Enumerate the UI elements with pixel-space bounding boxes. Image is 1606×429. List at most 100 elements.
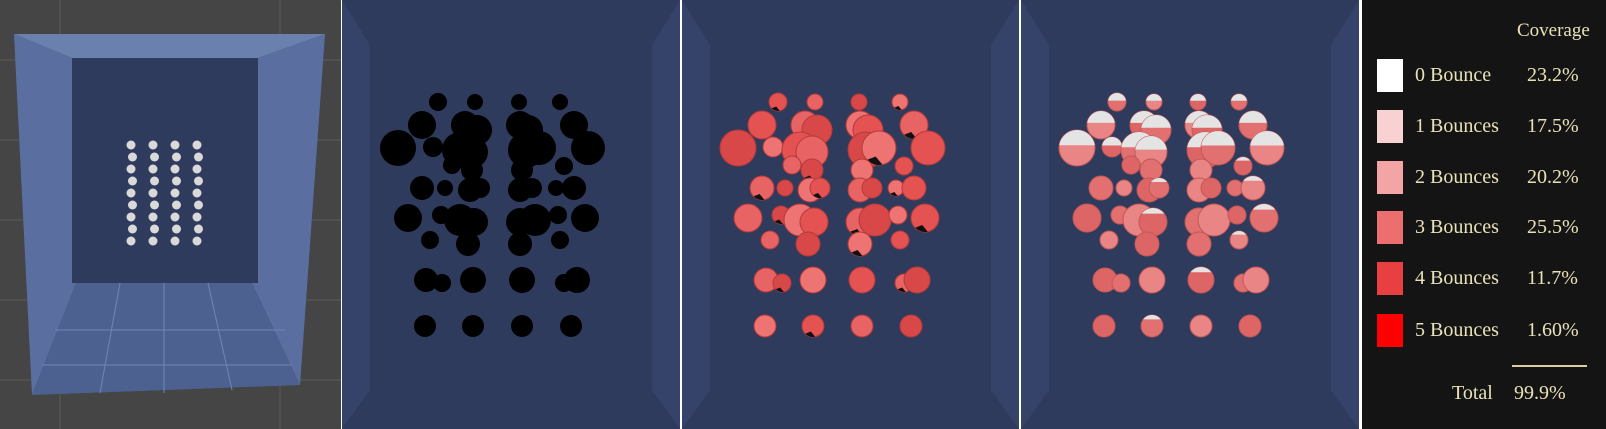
overview-sphere [172,176,181,186]
unlit-render [342,0,680,429]
sphere [511,159,533,181]
sphere-cap [1108,93,1126,101]
overview-sphere [194,200,203,210]
sphere [753,314,777,338]
overview-sphere [128,152,137,162]
bounce-render-2 [1021,0,1359,429]
sphere [551,231,569,249]
sphere [1249,203,1279,233]
sphere-cap [1231,231,1247,235]
sphere-shadow [771,106,780,111]
overview-sphere [172,152,181,162]
total-value: 99.9% [1514,382,1566,404]
sphere [861,177,883,199]
sphere [890,230,910,250]
overview-sphere [170,236,180,246]
sphere [509,267,535,293]
sphere-cap [1192,114,1222,128]
scene-overview-render [0,0,341,429]
sphere [1088,175,1114,201]
sphere [888,205,908,225]
sphere [560,111,588,139]
sphere [443,156,461,174]
sphere-cap [1059,130,1095,146]
sphere [903,266,931,294]
legend-row-3-bounces: 3 Bounces 25.5% [1377,208,1602,248]
sphere [1197,203,1231,237]
sphere-cap [1243,176,1263,181]
sphere-shadow [774,219,783,224]
sphere [850,314,874,338]
sphere [410,176,434,200]
legend-row-5-bounces: 5 Bounces 1.60% [1377,311,1602,351]
sphere [1099,230,1119,250]
sphere [1121,155,1141,175]
sphere [460,208,488,236]
sphere [795,231,821,257]
legend-label: 3 Bounces [1415,216,1499,238]
sphere [564,267,590,293]
sphere [747,110,777,140]
sphere [850,93,868,111]
sphere [511,94,527,110]
sphere-shadow [894,106,902,110]
sphere-cap [1235,157,1251,161]
overview-sphere [170,140,180,150]
overview-sphere [150,176,159,186]
sphere [1134,231,1160,257]
sphere [772,273,792,293]
sphere [456,136,488,168]
sphere [508,232,532,256]
legend-value: 1.60% [1527,319,1579,341]
overview-sphere [148,212,158,222]
sphere [421,231,439,249]
sphere-cap [1141,115,1171,128]
legend-swatch [1377,161,1403,194]
sphere [1227,205,1247,225]
sphere [560,315,582,337]
overview-sphere [148,188,158,198]
total-label: Total [1452,382,1493,404]
legend-swatch [1377,314,1403,347]
legend-label: 0 Bounce [1415,64,1492,86]
sphere [776,179,794,197]
sphere [1233,156,1253,176]
sphere [555,157,573,175]
sphere [1242,266,1270,294]
sphere [749,175,775,201]
sphere [891,93,909,111]
sphere-shadow [805,331,816,337]
sphere-cap [1087,111,1115,123]
legend-swatch [1377,110,1403,143]
render-panel-unlit [342,0,680,429]
sphere [806,93,824,111]
overview-sphere [148,236,158,246]
sphere [1238,314,1262,338]
sphere-cap [1190,267,1212,273]
overview-sphere [170,164,180,174]
sphere [1111,273,1131,293]
sphere-cap [1231,94,1247,101]
sphere-cap [1102,136,1122,146]
overview-sphere [170,212,180,222]
sphere [1092,314,1116,338]
overview-sphere [192,212,202,222]
sphere [562,176,586,200]
sphere-shadow [851,250,863,256]
legend-label: 4 Bounces [1415,267,1499,289]
sphere [462,315,484,337]
overview-sphere [128,176,137,186]
sphere [467,94,483,110]
overview-sphere [172,224,181,234]
overview-sphere [150,152,159,162]
sphere [762,136,784,158]
sphere-cap [1146,94,1162,101]
legend-row-0-bounce: 0 Bounce 23.2% [1377,56,1602,96]
sphere-shadow [915,225,928,232]
sphere [408,111,436,139]
sphere [760,230,780,250]
sphere-cap [1151,178,1167,182]
sphere [1200,177,1222,199]
sphere [511,315,533,337]
sphere-cap [1201,131,1235,146]
